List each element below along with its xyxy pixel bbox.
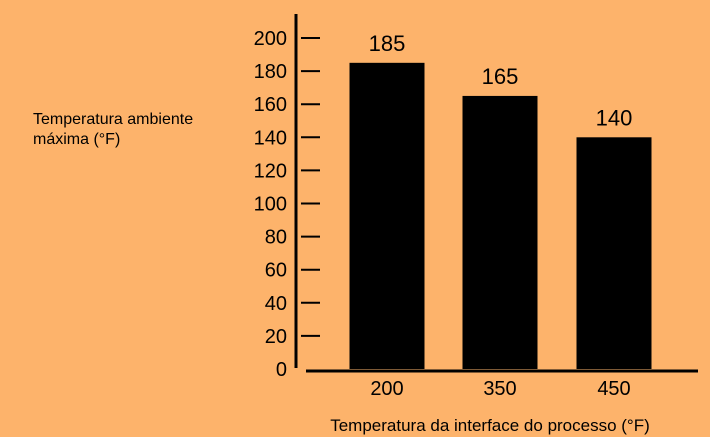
y-tick-label-0: 0	[276, 359, 287, 381]
value-label-200: 185	[369, 31, 406, 56]
x-category-label-200: 200	[370, 378, 403, 400]
x-axis-category-labels: 200 350 450	[370, 378, 630, 400]
y-tick-label-140: 140	[254, 127, 287, 149]
y-axis-title-line-2: máxima (°F)	[33, 131, 120, 148]
bar-450	[576, 137, 652, 369]
value-labels: 185 165 140	[369, 31, 633, 130]
y-tick-label-200: 200	[254, 28, 287, 50]
y-tick-label-60: 60	[265, 260, 287, 282]
value-label-450: 140	[596, 105, 633, 130]
y-axis-ticks: 0 20 40 60 80 100 120 140 160 180 200	[254, 28, 320, 381]
y-axis-title-line-1: Temperatura ambiente	[33, 111, 193, 128]
y-tick-label-40: 40	[265, 293, 287, 315]
y-tick-label-80: 80	[265, 227, 287, 249]
y-tick-label-100: 100	[254, 194, 287, 216]
y-axis-title: Temperatura ambiente máxima (°F)	[33, 111, 193, 148]
bar-200	[349, 62, 425, 369]
y-tick-label-160: 160	[254, 94, 287, 116]
y-tick-label-120: 120	[254, 160, 287, 182]
x-category-label-350: 350	[483, 378, 516, 400]
x-category-label-450: 450	[597, 378, 630, 400]
bars	[349, 62, 652, 370]
bar-350	[462, 95, 538, 370]
x-axis-title: Temperatura da interface do processo (°F…	[330, 416, 650, 435]
value-label-350: 165	[482, 64, 519, 89]
y-tick-label-20: 20	[265, 326, 287, 348]
y-tick-label-180: 180	[254, 61, 287, 83]
